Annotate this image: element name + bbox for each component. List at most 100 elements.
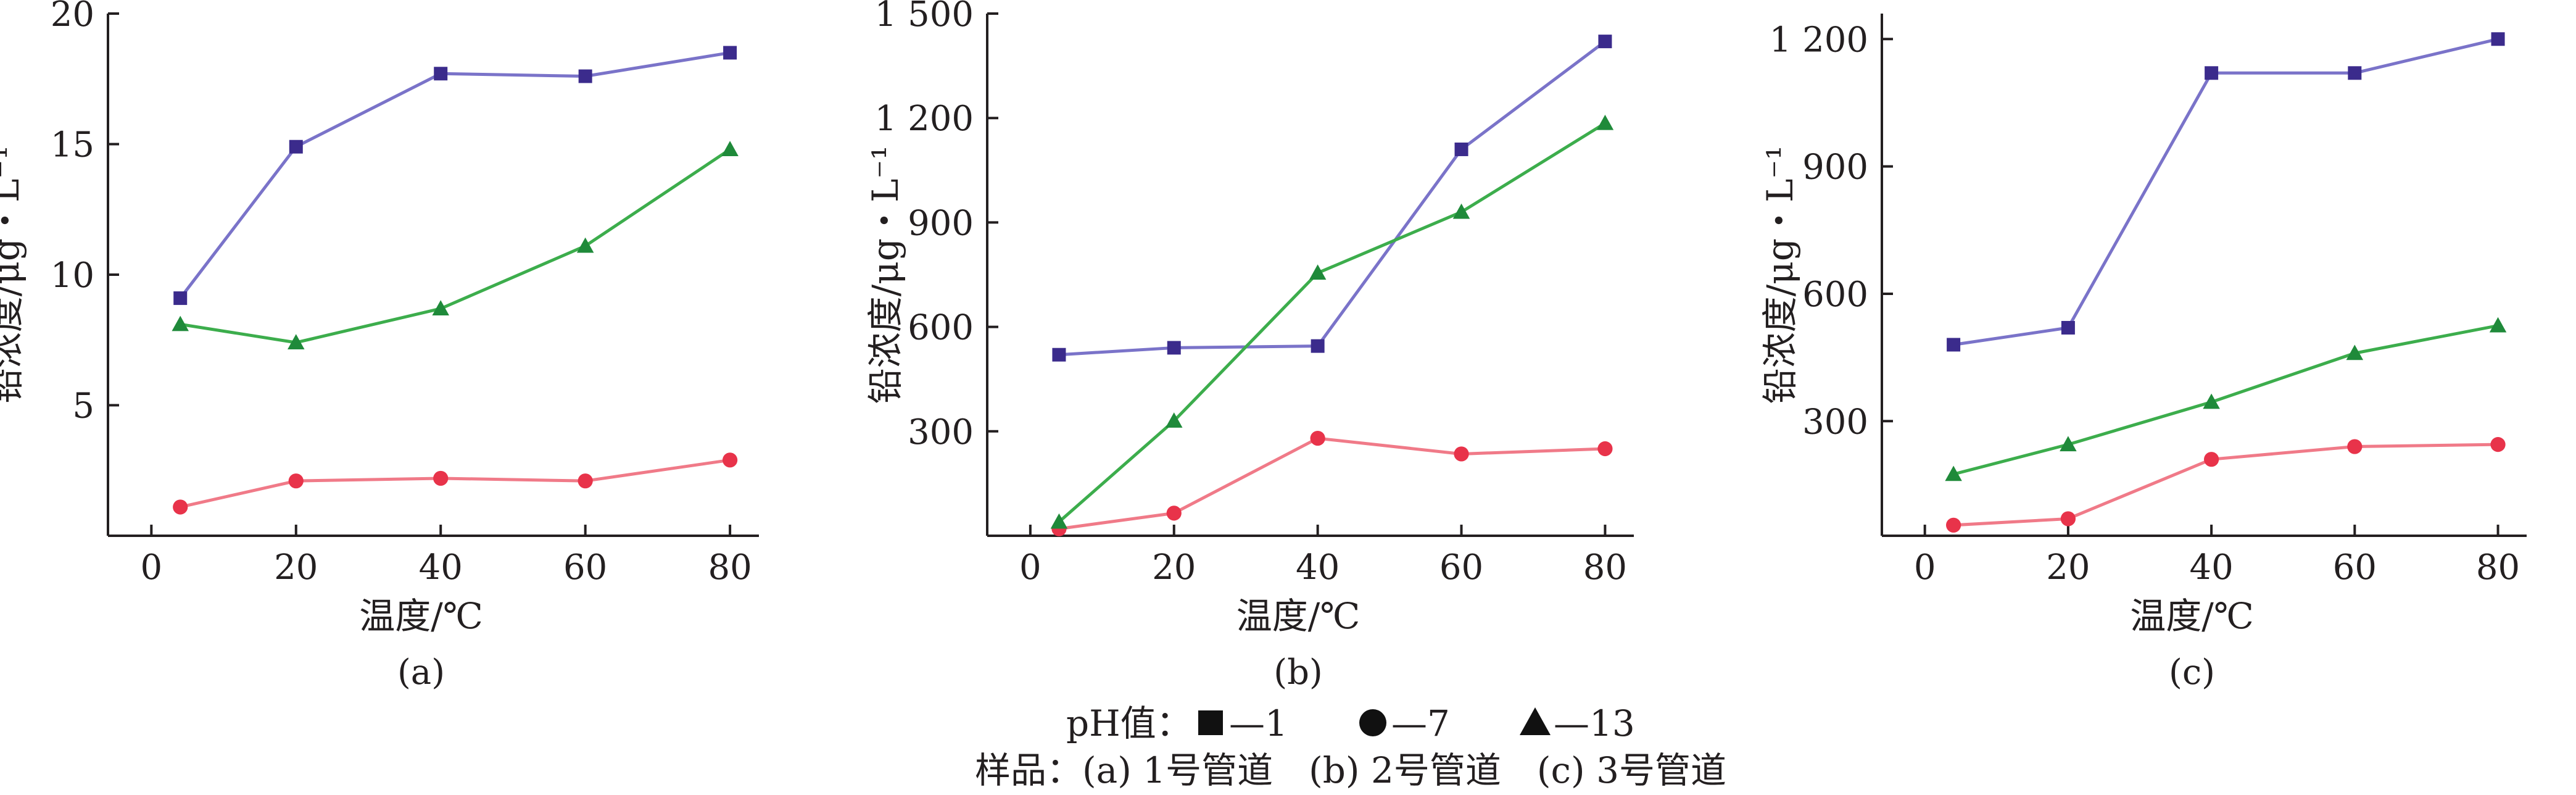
- series-ph7: [173, 452, 738, 515]
- data-point-ph7: [723, 452, 738, 468]
- x-tick-label: 80: [2476, 547, 2520, 588]
- data-point-ph13: [2060, 436, 2077, 452]
- series-ph1: [1052, 35, 1612, 362]
- data-point-ph13: [576, 237, 594, 253]
- y-tick-label: 20: [51, 0, 94, 35]
- series-line-ph13: [1953, 324, 2499, 476]
- panel-caption: (b): [1274, 652, 1323, 693]
- x-tick-label: 80: [1583, 547, 1627, 588]
- data-point-ph1: [1052, 348, 1066, 362]
- legend-label-ph7: —7: [1391, 702, 1450, 744]
- data-point-ph1: [2061, 320, 2075, 335]
- data-point-ph1: [2348, 66, 2362, 80]
- data-point-ph13: [1166, 412, 1183, 428]
- x-tick-label: 0: [141, 547, 163, 588]
- y-tick-label: 1 500: [875, 0, 974, 35]
- series-ph13: [172, 141, 739, 349]
- legend-label-ph1: —1: [1229, 702, 1288, 744]
- y-tick-label: 900: [908, 203, 974, 243]
- data-point-ph13: [1945, 465, 1962, 481]
- data-point-ph7: [1454, 446, 1469, 462]
- y-tick-label: 300: [908, 412, 974, 452]
- data-point-ph1: [1454, 142, 1468, 156]
- data-point-ph7: [2060, 511, 2076, 527]
- data-point-ph13: [2203, 393, 2220, 409]
- x-tick-label: 20: [274, 547, 318, 588]
- x-tick-label: 40: [2189, 547, 2233, 588]
- y-tick-label: 600: [1802, 275, 1868, 315]
- series-line-ph13: [1058, 122, 1606, 523]
- data-point-ph13: [288, 334, 305, 349]
- series-line-ph7: [1953, 443, 2498, 527]
- y-axis-label: 铅浓度/μg・L⁻¹: [864, 146, 906, 404]
- data-point-ph1: [1947, 338, 1961, 352]
- legend-marker-ph13: [1520, 707, 1551, 735]
- data-point-ph13: [1050, 513, 1068, 529]
- chart-panel-3: 0 20 40 60 80 300 600 900 1 200 温度/℃ 铅浓度/μg・L⁻¹ (c): [1759, 14, 2527, 693]
- series-line-ph1: [179, 51, 731, 299]
- y-tick-label: 900: [1802, 148, 1868, 188]
- data-point-ph1: [434, 67, 448, 81]
- chart-panels: 0 20 40 60 80 5 10 15 20 温度/℃ 铅浓度/μg・L⁻¹ (a) 0 20 40 60…: [0, 0, 2527, 693]
- panel-caption: (c): [2169, 652, 2215, 693]
- x-axis-label: 温度/℃: [1236, 595, 1360, 637]
- data-point-ph13: [432, 300, 449, 315]
- data-point-ph7: [1946, 517, 1961, 533]
- legend-marker-ph1: [1198, 710, 1223, 735]
- series-line-ph1: [1059, 40, 1606, 357]
- chart-panel-1: 0 20 40 60 80 5 10 15 20 温度/℃ 铅浓度/μg・L⁻¹ (a): [0, 0, 759, 693]
- data-point-ph13: [1452, 203, 1470, 219]
- series-ph1: [173, 46, 737, 306]
- y-tick-label: 15: [51, 125, 94, 165]
- chart-panel-2: 0 20 40 60 80 300 600 900 1 200 1 500 温度/℃ 铅浓度/μg・L…: [864, 0, 1634, 693]
- x-axis-label: 温度/℃: [359, 595, 482, 637]
- data-point-ph13: [1596, 114, 1614, 130]
- data-point-ph13: [2346, 344, 2364, 360]
- legend-items: —1 —7 —13: [1198, 702, 1635, 744]
- x-tick-label: 0: [1019, 547, 1042, 588]
- data-point-ph7: [1166, 506, 1182, 521]
- data-point-ph1: [1598, 35, 1612, 49]
- y-tick-label: 600: [908, 308, 974, 348]
- data-point-ph13: [2489, 317, 2507, 333]
- data-point-ph7: [288, 473, 304, 489]
- data-point-ph1: [173, 291, 188, 306]
- series-line-ph1: [1953, 37, 2499, 346]
- y-tick-label: 1 200: [875, 99, 974, 139]
- data-point-ph1: [289, 139, 303, 154]
- x-tick-label: 20: [2046, 547, 2090, 588]
- y-tick-label: 5: [72, 386, 94, 427]
- data-point-ph1: [2205, 66, 2219, 80]
- data-point-ph1: [2491, 32, 2505, 46]
- data-point-ph7: [1597, 441, 1613, 457]
- legend-label-ph13: —13: [1554, 702, 1635, 744]
- x-tick-label: 20: [1152, 547, 1196, 588]
- data-point-ph7: [2347, 439, 2363, 454]
- legend-ph-label: pH值：: [1066, 702, 1192, 744]
- data-point-ph7: [1310, 430, 1325, 446]
- data-point-ph13: [172, 315, 189, 331]
- data-point-ph1: [578, 69, 592, 83]
- x-tick-label: 0: [1914, 547, 1936, 588]
- series-ph7: [1051, 430, 1613, 536]
- series-ph13: [1050, 114, 1614, 529]
- x-tick-label: 40: [1296, 547, 1340, 588]
- data-point-ph7: [2490, 437, 2506, 452]
- x-tick-label: 80: [708, 547, 752, 588]
- y-tick-label: 1 200: [1770, 20, 1868, 60]
- legend-sample-line: 样品：(a) 1号管道 (b) 2号管道 (c) 3号管道: [975, 749, 1726, 791]
- data-point-ph1: [723, 46, 737, 60]
- series-ph13: [1945, 317, 2507, 481]
- data-point-ph1: [1311, 339, 1325, 353]
- data-point-ph7: [433, 470, 449, 486]
- panel-caption: (a): [397, 652, 445, 693]
- series-line-ph13: [180, 148, 731, 344]
- x-tick-label: 40: [419, 547, 463, 588]
- data-point-ph13: [721, 141, 739, 156]
- series-ph1: [1947, 32, 2505, 352]
- x-tick-label: 60: [1439, 547, 1483, 588]
- x-axis-label: 温度/℃: [2130, 595, 2253, 637]
- series-ph7: [1946, 437, 2506, 533]
- data-point-ph7: [578, 473, 593, 489]
